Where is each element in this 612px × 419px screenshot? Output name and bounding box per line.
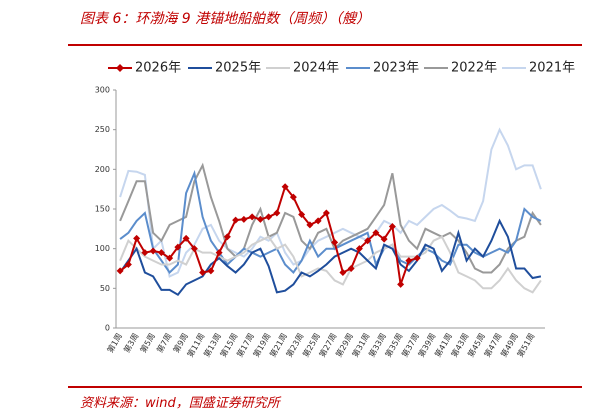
series-line [119, 235, 542, 294]
series-marker [397, 280, 405, 288]
bottom-rule [68, 386, 582, 388]
series-marker [364, 237, 372, 245]
series-marker [281, 183, 289, 191]
y-tick-label: 150 [95, 205, 110, 214]
x-tick-label: 第3周 [121, 331, 140, 354]
y-tick-label: 50 [100, 284, 110, 293]
series-marker [157, 249, 165, 257]
series-marker [289, 193, 297, 201]
legend-marker [116, 64, 124, 72]
series-marker [388, 222, 396, 230]
legend-label: 2024年 [293, 61, 339, 76]
series-marker [149, 247, 157, 255]
series-marker [232, 216, 240, 224]
x-tick-label: 第1周 [105, 331, 124, 354]
legend-label: 2021年 [529, 61, 575, 76]
series-marker [355, 245, 363, 253]
source: 资料来源：wind，国盛证券研究所 [80, 396, 280, 411]
series-marker [207, 267, 215, 275]
series-marker [133, 234, 141, 242]
series-marker [339, 268, 347, 276]
series-marker [314, 217, 322, 225]
legend-label: 2025年 [215, 61, 261, 76]
series-marker [306, 221, 314, 229]
series-line [119, 218, 542, 296]
series-marker [273, 209, 281, 217]
series-marker [215, 249, 223, 257]
series-marker [298, 211, 306, 219]
series-marker [248, 213, 256, 221]
series-marker [182, 234, 190, 242]
series-marker [413, 254, 421, 262]
y-tick-label: 100 [95, 244, 110, 253]
x-tick-label: 第5周 [138, 331, 157, 354]
series-marker [256, 215, 264, 223]
series-marker [331, 238, 339, 246]
y-tick-label: 0 [105, 324, 110, 333]
series-marker [116, 267, 124, 275]
series-marker [372, 229, 380, 237]
y-tick-label: 200 [95, 165, 110, 174]
series-marker [405, 257, 413, 265]
series-marker [124, 261, 132, 269]
top-rule [68, 44, 582, 46]
series-marker [380, 235, 388, 243]
series-marker [347, 265, 355, 272]
chart-title: 图表 6：环渤海 9 港锚地船舶数（周频）（艘） [80, 11, 371, 27]
series-marker [223, 233, 231, 241]
series-marker [166, 254, 174, 262]
series-line [119, 169, 542, 275]
series-marker [199, 268, 207, 276]
y-tick-label: 300 [95, 86, 110, 95]
y-tick-label: 250 [95, 125, 110, 134]
legend-label: 2022年 [451, 61, 497, 76]
x-tick-label: 第7周 [154, 331, 173, 354]
series-marker [240, 215, 248, 223]
legend-label: 2026年 [135, 61, 181, 76]
series-marker [265, 213, 273, 221]
series-line [119, 127, 542, 278]
legend-label: 2023年 [373, 61, 419, 76]
series-marker [322, 209, 330, 217]
series-marker [141, 249, 149, 257]
series-marker [190, 245, 198, 253]
series-marker [174, 243, 182, 251]
series-line [119, 162, 542, 274]
